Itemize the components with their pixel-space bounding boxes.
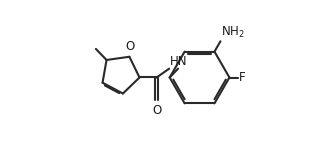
Text: HN: HN bbox=[169, 55, 187, 68]
Text: O: O bbox=[152, 104, 161, 117]
Text: O: O bbox=[126, 40, 135, 53]
Text: F: F bbox=[239, 71, 246, 84]
Text: NH$_2$: NH$_2$ bbox=[221, 25, 245, 40]
